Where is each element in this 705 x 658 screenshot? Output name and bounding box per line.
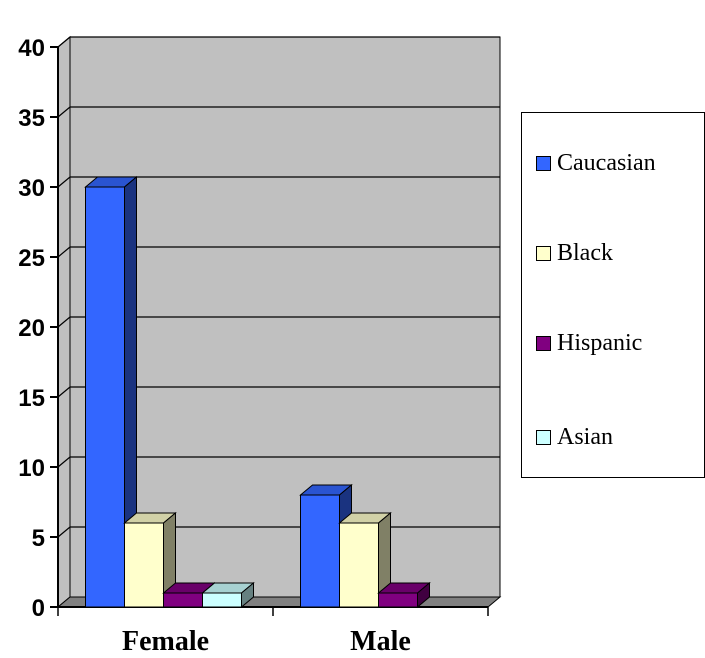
bar-side-hispanic-male xyxy=(417,581,430,609)
legend-label-hispanic: Hispanic xyxy=(557,330,643,356)
gridline-15 xyxy=(57,386,500,398)
legend-item-caucasian: Caucasian xyxy=(536,150,656,177)
bar-hispanic-female xyxy=(163,592,203,608)
bar-side-asian-female xyxy=(241,581,254,609)
y-tick-label-15: 15 xyxy=(18,385,45,412)
bar-hispanic-male xyxy=(378,592,418,608)
legend-item-black: Black xyxy=(536,240,613,267)
x-tick-label-male: Male xyxy=(350,626,411,657)
gridline-30 xyxy=(57,176,500,188)
legend-swatch-asian xyxy=(536,430,551,445)
y-tick-label-35: 35 xyxy=(18,105,45,132)
y-tick-label-25: 25 xyxy=(18,245,45,272)
bar-caucasian-male xyxy=(300,494,340,608)
legend-item-hispanic: Hispanic xyxy=(536,330,642,357)
legend-label-caucasian: Caucasian xyxy=(557,150,656,176)
gridline-20 xyxy=(57,316,500,328)
gridline-35 xyxy=(57,106,500,118)
legend-label-asian: Asian xyxy=(557,424,613,450)
gridline-25 xyxy=(57,246,500,258)
y-tick-label-10: 10 xyxy=(18,455,45,482)
y-tick-label-0: 0 xyxy=(32,595,45,622)
chart-legend: Caucasian Black Hispanic Asian xyxy=(521,112,705,478)
bar-black-male xyxy=(339,522,379,608)
y-tick-label-5: 5 xyxy=(32,525,45,552)
legend-swatch-caucasian xyxy=(536,156,551,171)
x-tick-label-female: Female xyxy=(122,626,209,657)
legend-label-black: Black xyxy=(557,240,613,266)
legend-swatch-hispanic xyxy=(536,336,551,351)
bar-caucasian-female xyxy=(85,186,125,608)
y-tick-label-20: 20 xyxy=(18,315,45,342)
bar-asian-female xyxy=(202,592,242,608)
bar-black-female xyxy=(124,522,164,608)
legend-item-asian: Asian xyxy=(536,424,613,451)
legend-swatch-black xyxy=(536,246,551,261)
y-tick-label-40: 40 xyxy=(18,35,45,62)
gridline-10 xyxy=(57,456,500,468)
gridline-40 xyxy=(57,36,500,48)
y-tick-label-30: 30 xyxy=(18,175,45,202)
